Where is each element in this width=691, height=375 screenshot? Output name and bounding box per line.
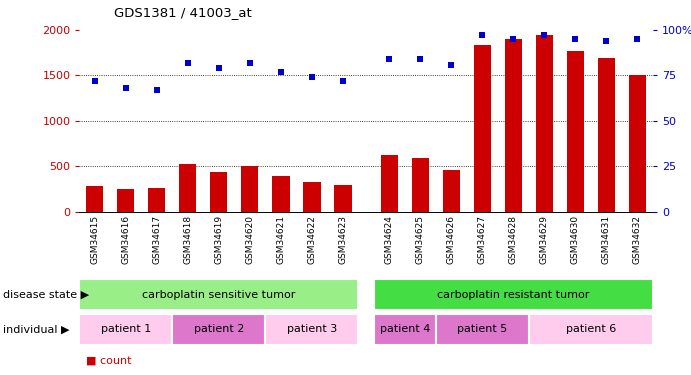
Text: GSM34631: GSM34631 — [602, 215, 611, 264]
Text: GSM34615: GSM34615 — [91, 215, 100, 264]
Bar — [381, 156, 398, 212]
Text: GSM34616: GSM34616 — [122, 215, 131, 264]
Text: patient 5: patient 5 — [457, 324, 508, 334]
Bar — [412, 158, 429, 212]
Text: GSM34626: GSM34626 — [447, 215, 456, 264]
Text: GSM34625: GSM34625 — [416, 215, 425, 264]
Text: ■ count: ■ count — [86, 356, 132, 366]
Text: GSM34632: GSM34632 — [633, 215, 642, 264]
Bar — [117, 189, 135, 212]
Text: GSM34630: GSM34630 — [571, 215, 580, 264]
Text: patient 6: patient 6 — [566, 324, 616, 334]
Text: GSM34621: GSM34621 — [276, 215, 285, 264]
Text: patient 4: patient 4 — [380, 324, 430, 334]
Text: GSM34628: GSM34628 — [509, 215, 518, 264]
Text: GSM34622: GSM34622 — [307, 215, 316, 264]
Bar — [79, 314, 173, 345]
Bar — [241, 166, 258, 212]
Bar — [173, 314, 265, 345]
Bar — [265, 314, 359, 345]
Text: carboplatin resistant tumor: carboplatin resistant tumor — [437, 290, 589, 300]
Text: GDS1381 / 41003_at: GDS1381 / 41003_at — [114, 6, 252, 19]
Bar — [443, 170, 460, 212]
Bar — [211, 172, 227, 212]
Bar — [598, 58, 615, 212]
Bar — [374, 279, 653, 310]
Text: GSM34623: GSM34623 — [339, 215, 348, 264]
Bar — [303, 182, 321, 212]
Text: GSM34619: GSM34619 — [214, 215, 223, 264]
Text: GSM34627: GSM34627 — [478, 215, 487, 264]
Bar — [86, 186, 104, 212]
Text: patient 1: patient 1 — [101, 324, 151, 334]
Bar — [79, 279, 359, 310]
Bar — [334, 185, 352, 212]
Text: GSM34617: GSM34617 — [153, 215, 162, 264]
Text: GSM34629: GSM34629 — [540, 215, 549, 264]
Text: carboplatin sensitive tumor: carboplatin sensitive tumor — [142, 290, 296, 300]
Bar — [567, 51, 584, 212]
Text: disease state ▶: disease state ▶ — [3, 290, 90, 300]
Bar — [474, 45, 491, 212]
Bar — [272, 176, 290, 212]
Bar — [629, 75, 646, 212]
Bar — [536, 36, 553, 212]
Bar — [505, 39, 522, 212]
Text: patient 3: patient 3 — [287, 324, 337, 334]
Bar — [529, 314, 653, 345]
Text: individual ▶: individual ▶ — [3, 324, 70, 334]
Bar — [436, 314, 529, 345]
Bar — [149, 188, 165, 212]
Text: GSM34618: GSM34618 — [184, 215, 193, 264]
Bar — [180, 164, 196, 212]
Text: patient 2: patient 2 — [193, 324, 244, 334]
Bar — [374, 314, 436, 345]
Text: GSM34624: GSM34624 — [385, 215, 394, 264]
Text: GSM34620: GSM34620 — [245, 215, 254, 264]
